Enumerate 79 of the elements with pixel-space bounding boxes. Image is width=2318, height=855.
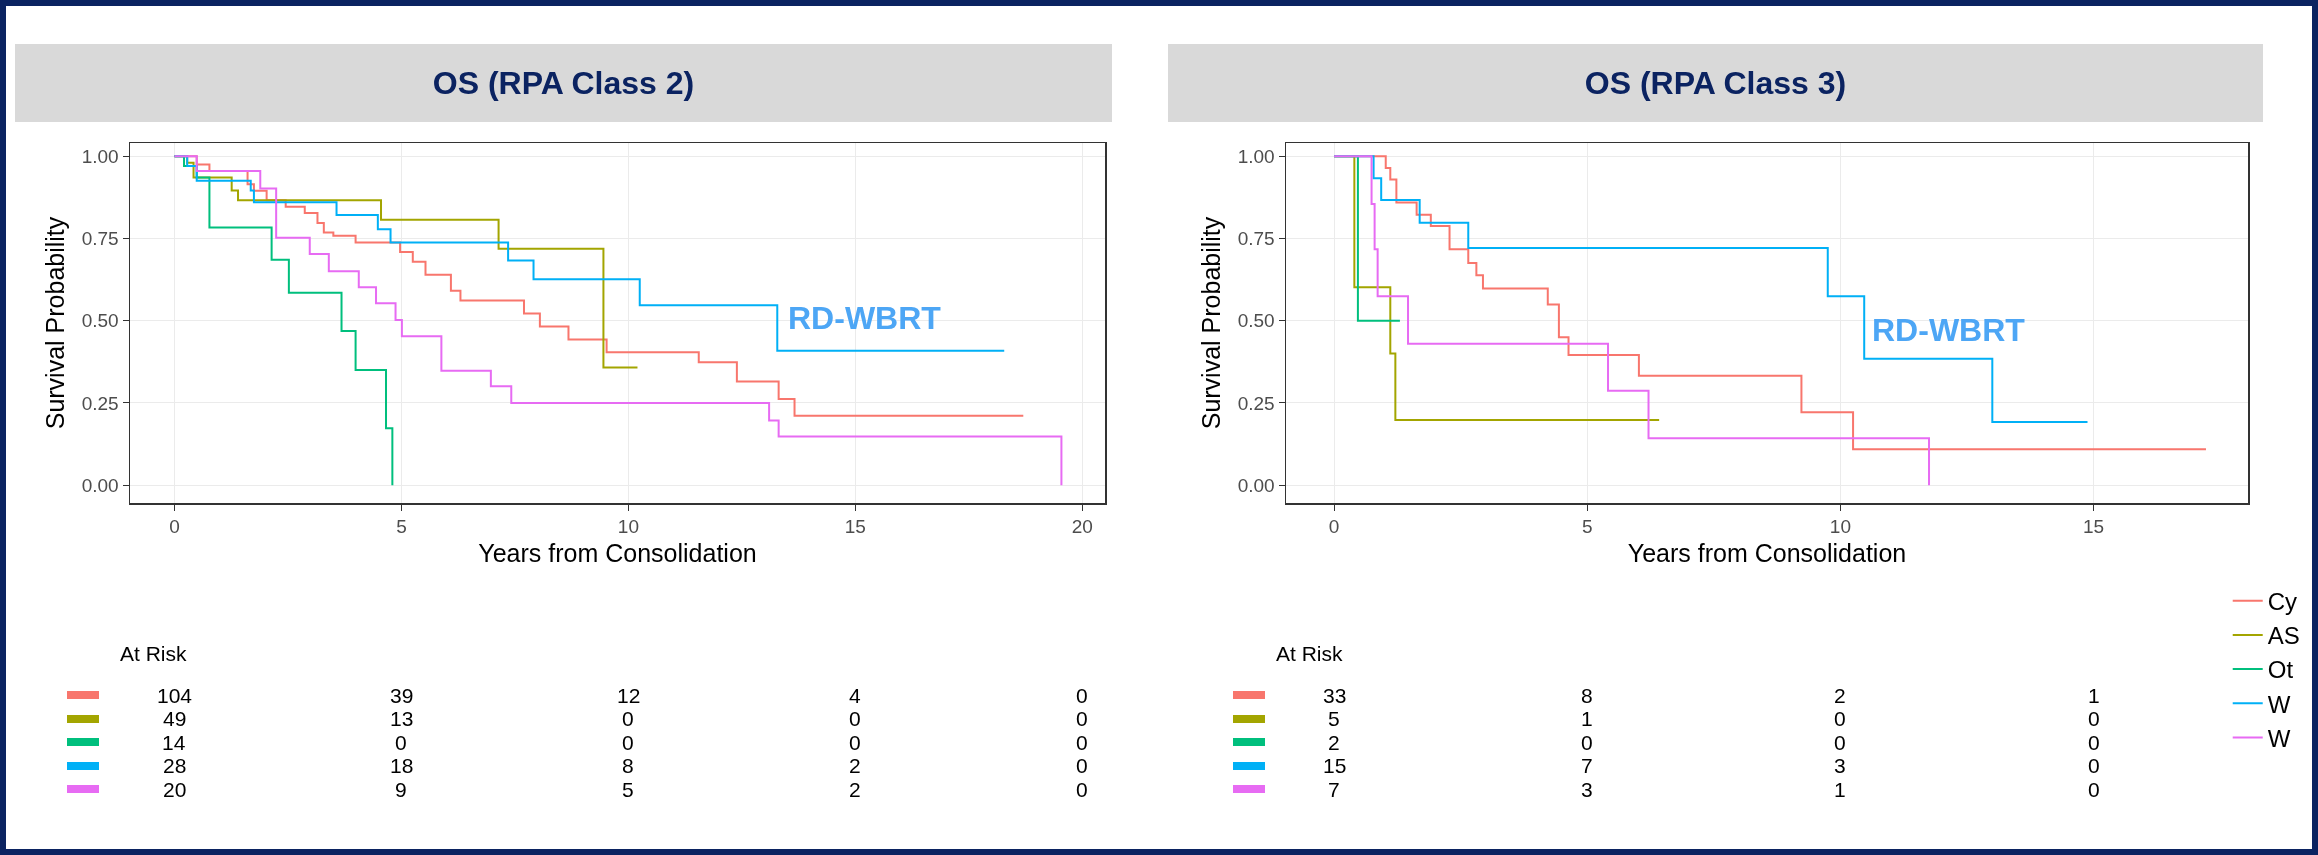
y-tick-label: 1.00: [81, 145, 119, 167]
text: 8: [1581, 684, 1593, 707]
annotation: RD-WBRT: [788, 300, 942, 336]
text: 1: [1834, 778, 1846, 801]
text: 2: [849, 754, 861, 777]
text: 13: [390, 707, 414, 730]
y-tick-label: 0.25: [81, 392, 119, 414]
text: 0: [2088, 754, 2100, 777]
text: 28: [163, 754, 187, 777]
text: 1: [1581, 707, 1593, 730]
text: 20: [163, 778, 187, 801]
text: 5: [622, 778, 634, 801]
text: 2: [1834, 684, 1846, 707]
y-tick-label: 0.75: [1237, 228, 1275, 250]
text: 2: [1328, 731, 1340, 754]
chart-title: OS (RPA Class 2): [15, 44, 1112, 122]
text: 12: [617, 684, 641, 707]
text: 15: [1323, 754, 1347, 777]
text: 0: [1076, 778, 1088, 801]
text: At Risk: [120, 642, 188, 665]
text: 3: [1834, 754, 1846, 777]
y-axis-title: Survival Probability: [1196, 216, 1225, 430]
x-tick-label: 15: [844, 516, 866, 538]
text: 33: [1323, 684, 1347, 707]
text: 3: [1581, 778, 1593, 801]
text: 18: [390, 754, 414, 777]
y-tick-label: 1.00: [1237, 145, 1275, 167]
y-tick-label: 0.75: [81, 228, 119, 250]
text: 0: [1076, 707, 1088, 730]
text: 0: [1581, 731, 1593, 754]
legend-label: W: [2267, 690, 2291, 718]
x-axis-title: Years from Consolidation: [1627, 539, 1907, 568]
legend-label: W: [2267, 724, 2291, 752]
legend-label: AS: [2267, 622, 2300, 650]
x-tick-label: 0: [1328, 516, 1340, 538]
text: 0: [2088, 731, 2100, 754]
text: 7: [1328, 778, 1340, 801]
text: 49: [163, 707, 187, 730]
text: 0: [2088, 778, 2100, 801]
text: 104: [157, 684, 193, 707]
y-tick-label: 0.50: [1237, 310, 1275, 332]
text: 1: [2088, 684, 2100, 707]
text: 0: [622, 707, 634, 730]
text: 0: [1076, 754, 1088, 777]
legend-label: Ot: [2267, 656, 2294, 684]
y-tick-label: 0.00: [1237, 474, 1275, 496]
x-tick-label: 5: [396, 516, 407, 538]
text: 14: [162, 731, 186, 754]
legend-label: Cy: [2267, 588, 2298, 616]
text: 0: [622, 731, 634, 754]
text: At Risk: [1276, 642, 1344, 665]
x-tick-label: 15: [2083, 516, 2105, 538]
text: 0: [1076, 731, 1088, 754]
y-tick-label: 0.00: [81, 474, 119, 496]
text: 0: [1834, 731, 1846, 754]
x-tick-label: 10: [617, 516, 639, 538]
x-tick-label: 10: [1829, 516, 1851, 538]
text: 8: [622, 754, 634, 777]
text: 0: [395, 731, 407, 754]
y-tick-label: 0.50: [81, 310, 119, 332]
y-tick-label: 0.25: [1237, 392, 1275, 414]
y-axis-title: Survival Probability: [40, 216, 69, 430]
text: 0: [1076, 684, 1088, 707]
text: 0: [849, 731, 861, 754]
x-tick-label: 0: [169, 516, 180, 538]
x-axis-title: Years from Consolidation: [478, 539, 757, 568]
text: 9: [395, 778, 407, 801]
annotation: RD-WBRT: [1872, 312, 2026, 348]
x-tick-label: 20: [1071, 516, 1093, 538]
x-tick-label: 5: [1581, 516, 1593, 538]
text: 4: [849, 684, 861, 707]
chart-title: OS (RPA Class 3): [1168, 44, 2263, 122]
text: 0: [2088, 707, 2100, 730]
text: 39: [390, 684, 414, 707]
text: 7: [1581, 754, 1593, 777]
text: 0: [849, 707, 861, 730]
text: 5: [1328, 707, 1340, 730]
text: 2: [849, 778, 861, 801]
text: 0: [1834, 707, 1846, 730]
